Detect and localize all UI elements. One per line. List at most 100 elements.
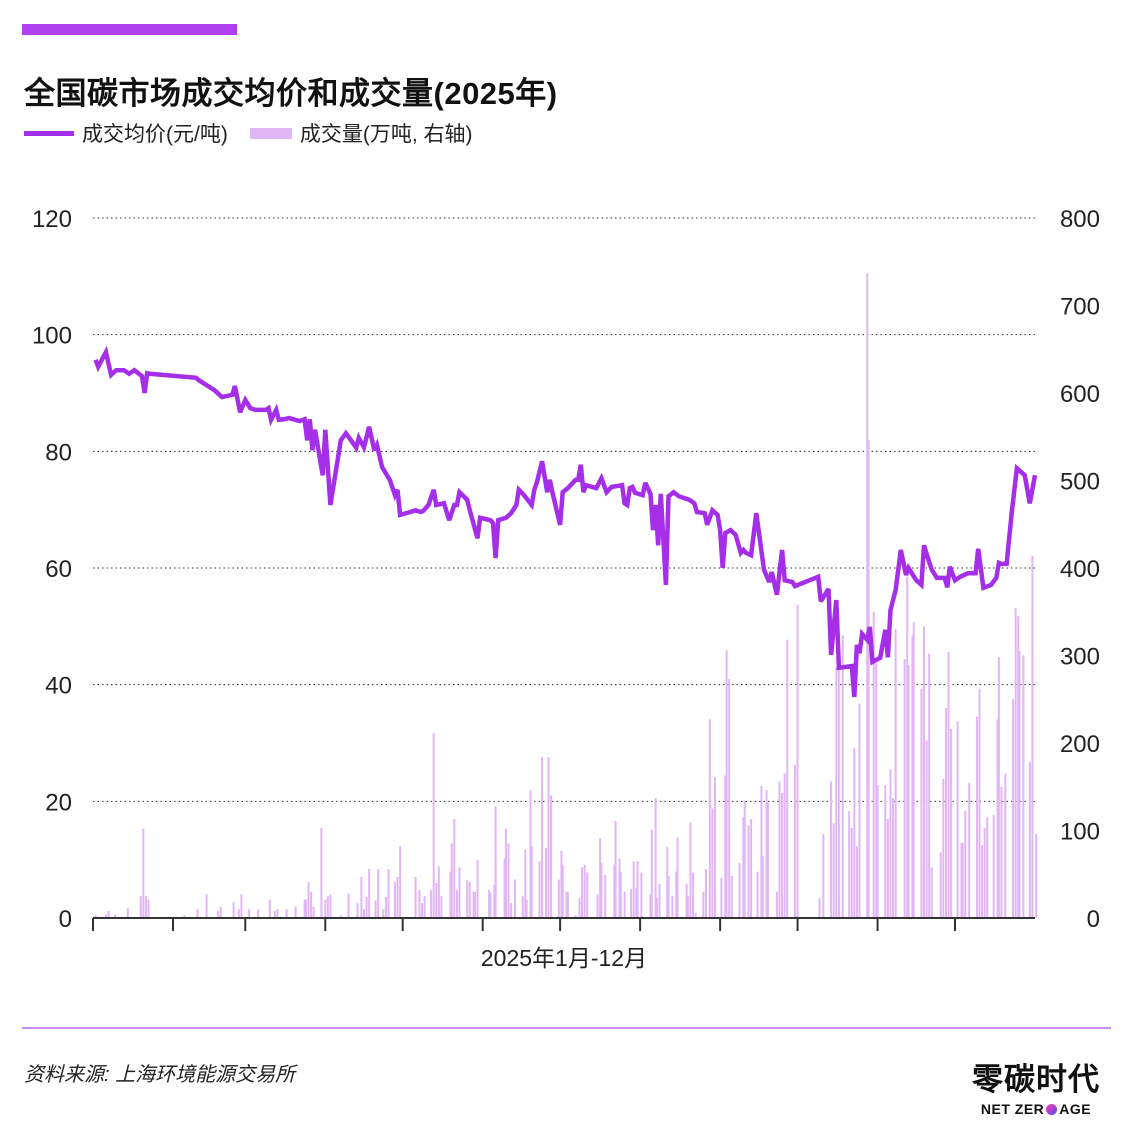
- volume-bar: [738, 862, 741, 918]
- volume-bar: [510, 903, 513, 918]
- volume-bar: [818, 897, 821, 918]
- volume-bar: [892, 798, 895, 918]
- volume-bar: [711, 808, 714, 918]
- volume-bar: [437, 866, 440, 918]
- volume-bar: [1028, 762, 1031, 918]
- volume-bar: [273, 911, 276, 918]
- volume-bar: [676, 837, 679, 918]
- volume-bar: [423, 896, 426, 918]
- volume-bar: [950, 729, 953, 918]
- volume-bar: [766, 802, 769, 918]
- volume-bar: [894, 629, 897, 918]
- logo-text-2: AGE: [1059, 1101, 1092, 1117]
- chart-area: 0 20 40 60 80 100 120 0 100 200 300 400 500 600 700 800…: [32, 206, 1100, 971]
- volume-bar: [742, 817, 745, 918]
- volume-bar: [312, 906, 315, 918]
- volume-bar: [583, 864, 586, 918]
- volume-bar: [494, 806, 497, 918]
- volume-bar: [126, 908, 129, 918]
- volume-bar: [781, 792, 784, 918]
- right-tick-label: 300: [1060, 644, 1100, 671]
- source-note: 资料来源: 上海环境能源交易所: [24, 1064, 296, 1086]
- left-tick-label: 100: [32, 323, 72, 350]
- volume-bar: [636, 861, 639, 918]
- volume-bar: [217, 911, 220, 918]
- volume-bar: [947, 652, 950, 918]
- volume-bar: [453, 819, 456, 918]
- volume-bar: [632, 861, 635, 918]
- chart-title: 全国碳市场成交均价和成交量(2025年): [24, 76, 558, 111]
- volume-bar: [720, 877, 723, 918]
- volume-bar: [850, 827, 853, 918]
- volume-bar: [257, 909, 260, 918]
- volume-bar: [884, 785, 887, 918]
- volume-bar: [488, 890, 491, 918]
- volume-bar: [387, 869, 390, 918]
- volume-bar: [503, 858, 506, 918]
- volume-bar: [623, 891, 626, 918]
- volume-bar: [654, 798, 657, 918]
- volume-bar: [796, 604, 799, 918]
- left-tick-label: 60: [45, 556, 72, 583]
- volume-bar: [268, 899, 271, 918]
- volume-bar: [920, 688, 923, 918]
- volume-bar: [778, 781, 781, 918]
- volume-bar: [578, 897, 581, 918]
- volume-bar: [1014, 608, 1017, 918]
- volume-bar: [466, 880, 469, 918]
- volume-bar: [276, 909, 279, 918]
- volume-bar: [303, 899, 306, 918]
- volume-bar: [760, 785, 763, 918]
- legend-price-label: 成交均价(元/吨): [82, 123, 228, 146]
- axes: 0 20 40 60 80 100 120 0 100 200 300 400 500 600 700 800: [32, 206, 1100, 933]
- volume-bar: [513, 879, 516, 918]
- volume-bar: [923, 626, 926, 918]
- logo-dot-icon: [1046, 1103, 1058, 1115]
- right-tick-label: 100: [1060, 819, 1100, 846]
- volume-bar: [196, 909, 199, 918]
- volume-bar: [384, 897, 387, 918]
- right-tick-label: 700: [1060, 294, 1100, 321]
- volume-bar: [382, 909, 385, 918]
- volume-bar: [613, 864, 616, 918]
- volume-bar: [978, 688, 981, 918]
- volume-bar: [418, 890, 421, 918]
- left-tick-label: 80: [45, 439, 72, 466]
- volume-bar: [94, 915, 97, 918]
- volume-bar: [944, 708, 947, 918]
- volume-bar: [183, 915, 186, 918]
- volume-bar: [107, 911, 110, 918]
- volume-bar: [886, 819, 889, 918]
- volume-bar: [964, 811, 967, 918]
- volume-bar: [521, 896, 524, 918]
- volume-bar: [1022, 655, 1025, 918]
- volume-bar: [586, 872, 589, 918]
- volume-bars: [94, 273, 1038, 918]
- volume-bar: [476, 860, 479, 918]
- volume-bar: [666, 847, 669, 918]
- volume-bar: [507, 843, 510, 918]
- volume-bar: [489, 892, 492, 918]
- volume-bar: [872, 611, 875, 918]
- volume-bar: [728, 679, 731, 918]
- right-tick-label: 500: [1060, 469, 1100, 496]
- price-line: [93, 345, 1038, 698]
- volume-bar: [399, 846, 402, 918]
- volume-bar: [365, 897, 368, 918]
- volume-bar: [841, 635, 844, 918]
- volume-bar: [702, 891, 705, 918]
- volume-bar: [435, 883, 438, 918]
- volume-bar: [875, 663, 878, 918]
- volume-bar: [147, 899, 150, 918]
- volume-bar: [473, 891, 476, 918]
- right-tick-label: 600: [1060, 381, 1100, 408]
- logo-text-1: NET ZER: [980, 1101, 1045, 1117]
- volume-bar: [986, 817, 989, 918]
- volume-bar: [658, 883, 661, 918]
- volume-bar: [326, 896, 329, 918]
- volume-bar: [525, 899, 528, 918]
- volume-bar: [142, 828, 145, 918]
- volume-bar: [961, 842, 964, 918]
- volume-bar: [630, 889, 633, 918]
- volume-bar: [743, 800, 746, 918]
